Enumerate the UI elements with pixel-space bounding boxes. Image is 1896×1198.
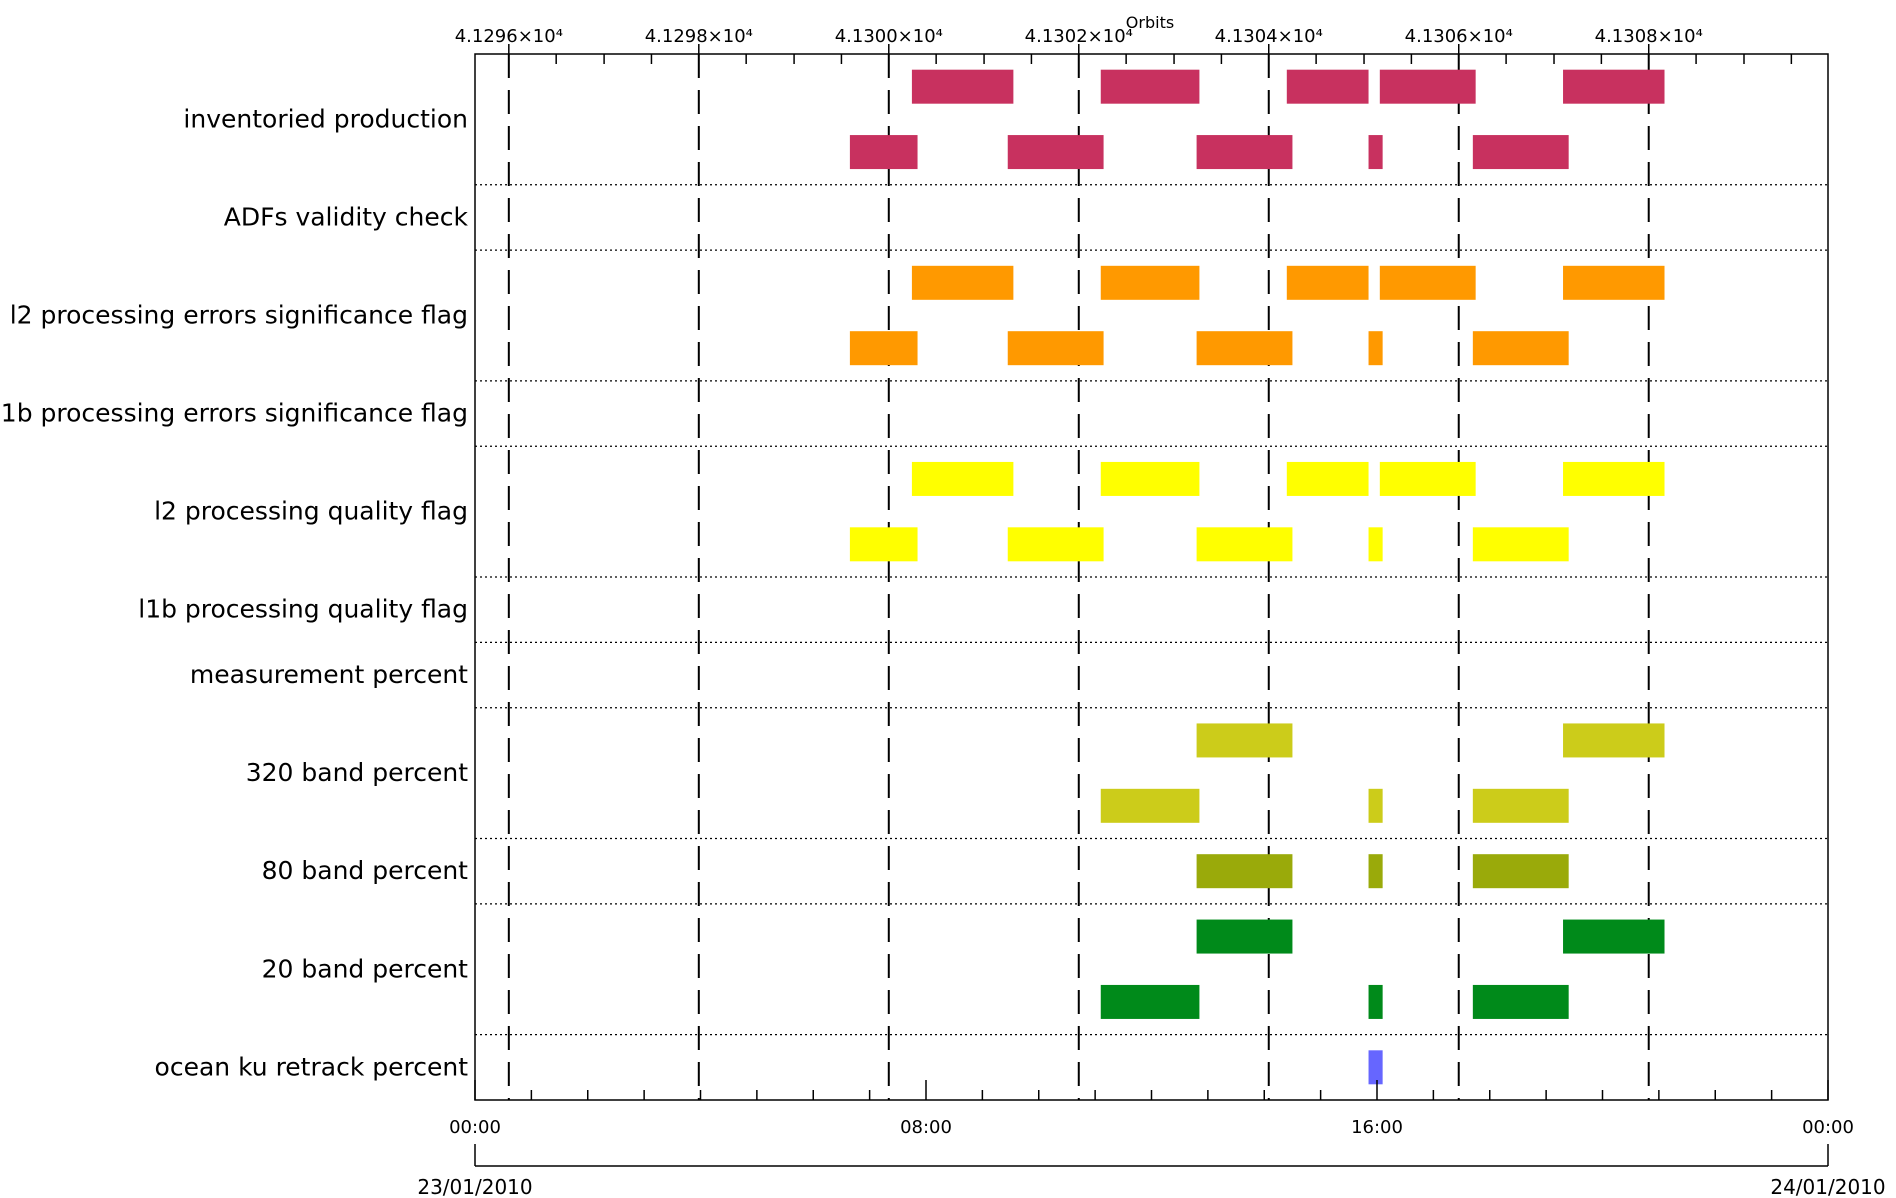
bar xyxy=(1472,854,1569,889)
bar xyxy=(1196,854,1293,889)
bar xyxy=(1472,788,1569,823)
bar xyxy=(1379,69,1476,104)
row-label: l2 processing errors significance flag xyxy=(10,301,468,330)
time-tick-label: 00:00 xyxy=(449,1117,501,1138)
chart-title: Orbits xyxy=(1126,13,1174,32)
bar xyxy=(849,527,918,562)
bar xyxy=(1368,331,1383,366)
axes-layer xyxy=(474,44,1829,1167)
bar xyxy=(1196,331,1293,366)
date-end-label: 24/01/2010 xyxy=(1770,1175,1885,1198)
row-label: measurement percent xyxy=(190,660,468,689)
bar xyxy=(1286,461,1369,496)
orbit-tick-label: 4.1296×10⁴ xyxy=(455,26,563,47)
bar xyxy=(1379,265,1476,300)
bar xyxy=(1472,984,1569,1019)
bar xyxy=(1007,527,1104,562)
time-tick-label: 16:00 xyxy=(1351,1117,1403,1138)
bar xyxy=(1368,984,1383,1019)
bar xyxy=(1472,135,1569,170)
bar xyxy=(1196,527,1293,562)
bar xyxy=(1007,135,1104,170)
row-label: l1b processing quality flag xyxy=(138,595,468,624)
orbit-tick-label: 4.1308×10⁴ xyxy=(1595,26,1703,47)
bar xyxy=(1563,723,1665,758)
bar xyxy=(849,331,918,366)
bar xyxy=(1100,461,1200,496)
bar xyxy=(1379,461,1476,496)
row-label: l2 processing quality flag xyxy=(154,497,468,526)
bar xyxy=(1100,984,1200,1019)
bar xyxy=(1007,331,1104,366)
bar xyxy=(1100,265,1200,300)
bar xyxy=(1563,69,1665,104)
orbit-tick-label: 4.1300×10⁴ xyxy=(835,26,943,47)
row-label: 20 band percent xyxy=(262,954,469,983)
bar xyxy=(1196,723,1293,758)
bar xyxy=(1563,265,1665,300)
bar xyxy=(1286,265,1369,300)
row-label: 80 band percent xyxy=(262,856,469,885)
row-label: ocean ku retrack percent xyxy=(155,1052,469,1081)
bar xyxy=(1196,919,1293,954)
row-label: 320 band percent xyxy=(246,758,468,787)
bar xyxy=(1286,69,1369,104)
bar xyxy=(1368,788,1383,823)
bar xyxy=(1196,135,1293,170)
bar xyxy=(1368,1050,1383,1085)
bar xyxy=(1472,527,1569,562)
orbit-tick-label: 4.1298×10⁴ xyxy=(645,26,753,47)
bar xyxy=(1563,461,1665,496)
row-label: inventoried production xyxy=(183,104,468,133)
time-tick-label: 00:00 xyxy=(1802,1117,1854,1138)
bar xyxy=(1100,788,1200,823)
bar xyxy=(1472,331,1569,366)
bar xyxy=(1100,69,1200,104)
bars-layer xyxy=(849,69,1665,1085)
bar xyxy=(1368,135,1383,170)
bar xyxy=(911,69,1014,104)
orbit-tick-label: 4.1302×10⁴ xyxy=(1025,26,1133,47)
bar xyxy=(911,265,1014,300)
row-label: ADFs validity check xyxy=(224,202,469,231)
orbit-tick-label: 4.1306×10⁴ xyxy=(1405,26,1513,47)
row-label: l1b processing errors significance flag xyxy=(0,399,468,428)
labels-layer: inventoried production ADFs validity chec… xyxy=(0,26,1854,1138)
bar xyxy=(911,461,1014,496)
bar xyxy=(1368,854,1383,889)
time-tick-label: 08:00 xyxy=(900,1117,952,1138)
bar xyxy=(849,135,918,170)
bar xyxy=(1368,527,1383,562)
date-start-label: 23/01/2010 xyxy=(417,1175,532,1198)
bar xyxy=(1563,919,1665,954)
orbit-tick-label: 4.1304×10⁴ xyxy=(1215,26,1323,47)
